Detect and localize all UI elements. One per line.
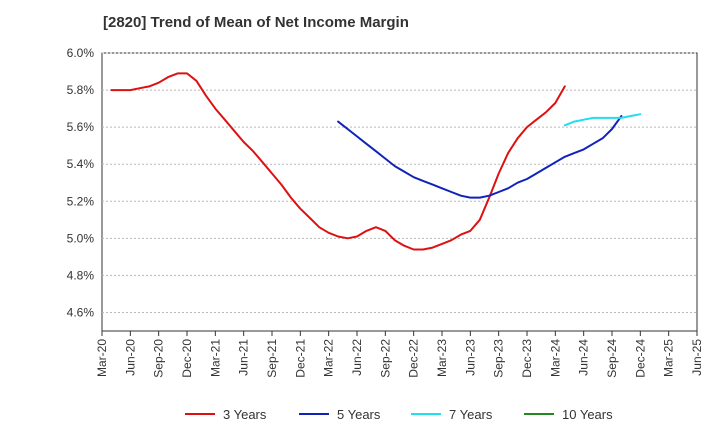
legend-label: 5 Years: [337, 407, 381, 422]
series-line-7-years: [563, 113, 642, 127]
x-tick-label: Sep-23: [492, 339, 506, 378]
series-line-5-years: [337, 115, 623, 199]
legend-label: 10 Years: [562, 407, 613, 422]
series-line-3-years: [110, 72, 566, 251]
legend-label: 3 Years: [223, 407, 267, 422]
y-tick-label: 6.0%: [67, 46, 95, 60]
x-tick-label: Jun-25: [690, 339, 704, 376]
x-tick-label: Mar-24: [548, 339, 562, 377]
y-tick-label: 4.8%: [67, 268, 95, 282]
legend-label: 7 Years: [449, 407, 493, 422]
x-tick-label: Mar-21: [208, 339, 222, 377]
legend-item: 10 Years: [524, 407, 613, 422]
y-tick-label: 5.2%: [67, 194, 95, 208]
x-tick-label: Jun-20: [123, 339, 137, 376]
x-tick-label: Dec-20: [180, 339, 194, 378]
y-tick-label: 4.6%: [67, 305, 95, 319]
x-tick-label: Dec-23: [520, 339, 534, 378]
x-tick-label: Jun-23: [463, 339, 477, 376]
x-tick-label: Mar-20: [95, 339, 109, 377]
x-tick-label: Jun-22: [350, 339, 364, 376]
legend-item: 3 Years: [185, 407, 267, 422]
y-tick-label: 5.4%: [67, 157, 95, 171]
x-tick-label: Mar-23: [435, 339, 449, 377]
legend-item: 7 Years: [411, 407, 493, 422]
y-tick-label: 5.6%: [67, 120, 95, 134]
x-tick-label: Dec-21: [293, 339, 307, 378]
plot-area-frame: [101, 52, 698, 332]
x-tick-label: Mar-22: [322, 339, 336, 377]
x-tick-label: Mar-25: [662, 339, 676, 377]
x-tick-label: Jun-24: [577, 339, 591, 376]
x-tick-label: Sep-24: [605, 339, 619, 378]
y-tick-label: 5.0%: [67, 231, 95, 245]
chart-title: [2820] Trend of Mean of Net Income Margi…: [103, 14, 409, 31]
x-tick-label: Dec-22: [407, 339, 421, 378]
x-tick-label: Sep-22: [378, 339, 392, 378]
x-tick-label: Sep-21: [265, 339, 279, 378]
legend-item: 5 Years: [299, 407, 381, 422]
x-tick-label: Sep-20: [152, 339, 166, 378]
x-tick-label: Jun-21: [237, 339, 251, 376]
x-tick-label: Dec-24: [633, 339, 647, 378]
y-tick-label: 5.8%: [67, 83, 95, 97]
